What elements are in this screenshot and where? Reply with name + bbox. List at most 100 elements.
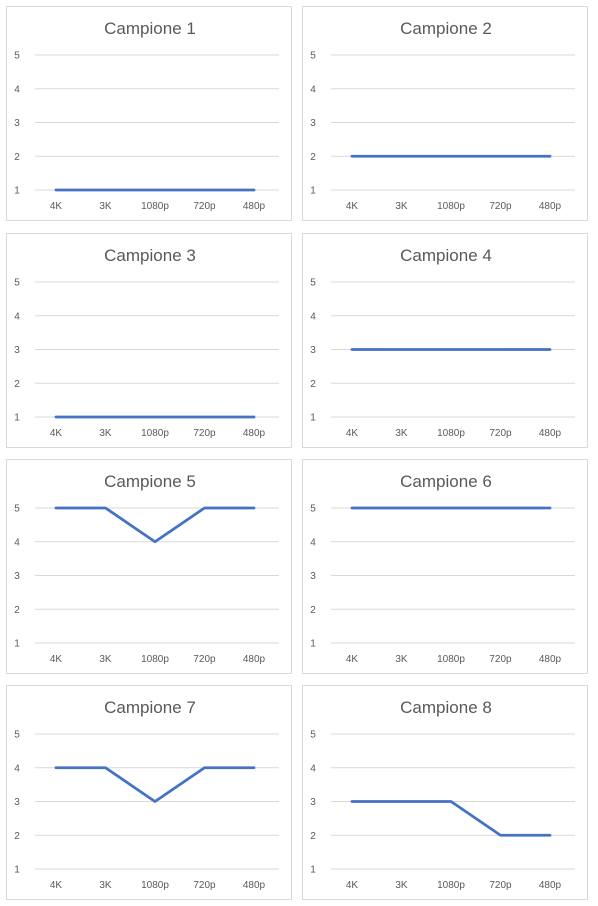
x-tick-label: 480p	[243, 428, 266, 439]
y-tick-label: 3	[14, 345, 20, 356]
x-tick-label: 3K	[99, 201, 112, 212]
line-chart: Campione 5 1 2 3 4 5 4K 3K 1080p 720p 480p	[14, 472, 279, 665]
chart-panel: Campione 6 1 2 3 4 5 4K 3K 1080p 720p 480p	[302, 459, 588, 674]
line-chart: Campione 6 1 2 3 4 5 4K 3K 1080p 720p 480p	[310, 472, 575, 665]
line-chart: Campione 2 1 2 3 4 5 4K 3K 1080p 720p 480p	[310, 19, 575, 212]
chart-panel: Campione 1 1 2 3 4 5 4K 3K 1080p 720p 480p	[6, 6, 292, 221]
y-tick-label: 2	[310, 379, 316, 390]
chart-title: Campione 8	[400, 698, 492, 717]
y-tick-label: 1	[14, 413, 20, 424]
y-tick-label: 5	[14, 278, 20, 289]
y-tick-label: 2	[14, 831, 20, 842]
x-tick-label: 3K	[99, 654, 112, 665]
x-tick-label: 4K	[346, 880, 359, 891]
y-tick-label: 1	[310, 413, 316, 424]
x-tick-label: 4K	[346, 428, 359, 439]
chart-title: Campione 5	[104, 472, 196, 491]
x-tick-label: 3K	[395, 428, 408, 439]
y-tick-label: 4	[310, 311, 316, 322]
y-tick-label: 4	[14, 311, 20, 322]
line-chart: Campione 1 1 2 3 4 5 4K 3K 1080p 720p 480p	[14, 19, 279, 212]
x-tick-label: 3K	[395, 654, 408, 665]
y-tick-label: 3	[310, 118, 316, 129]
y-tick-label: 5	[14, 51, 20, 62]
y-tick-label: 2	[310, 831, 316, 842]
x-tick-label: 720p	[489, 428, 512, 439]
y-tick-label: 5	[14, 504, 20, 515]
x-tick-label: 3K	[395, 880, 408, 891]
y-tick-label: 2	[310, 605, 316, 616]
x-tick-label: 480p	[539, 880, 562, 891]
x-tick-label: 1080p	[437, 428, 465, 439]
series-line	[54, 506, 256, 544]
y-tick-label: 4	[310, 84, 316, 95]
y-tick-label: 1	[310, 865, 316, 876]
x-tick-label: 720p	[193, 880, 216, 891]
y-tick-label: 2	[14, 605, 20, 616]
y-tick-label: 1	[14, 865, 20, 876]
x-tick-label: 4K	[50, 428, 63, 439]
line-chart: Campione 4 1 2 3 4 5 4K 3K 1080p 720p 480p	[310, 246, 575, 439]
y-tick-label: 4	[14, 763, 20, 774]
x-tick-label: 720p	[193, 654, 216, 665]
y-tick-label: 4	[310, 763, 316, 774]
chart-panel: Campione 2 1 2 3 4 5 4K 3K 1080p 720p 480p	[302, 6, 588, 221]
chart-title: Campione 3	[104, 246, 196, 265]
y-tick-label: 2	[14, 379, 20, 390]
x-tick-label: 3K	[99, 880, 112, 891]
y-tick-label: 4	[14, 537, 20, 548]
x-tick-label: 720p	[489, 201, 512, 212]
x-tick-label: 1080p	[437, 654, 465, 665]
x-tick-label: 1080p	[141, 201, 169, 212]
series-line	[350, 800, 552, 837]
y-tick-label: 5	[310, 504, 316, 515]
x-tick-label: 4K	[346, 201, 359, 212]
y-tick-label: 3	[310, 797, 316, 808]
chart-panel: Campione 3 1 2 3 4 5 4K 3K 1080p 720p 480p	[6, 233, 292, 448]
y-tick-label: 1	[310, 639, 316, 650]
chart-panel: Campione 7 1 2 3 4 5 4K 3K 1080p 720p 480p	[6, 685, 292, 900]
chart-title: Campione 7	[104, 698, 196, 717]
series-line	[54, 766, 256, 803]
x-tick-label: 1080p	[141, 428, 169, 439]
x-tick-label: 480p	[539, 201, 562, 212]
y-tick-label: 3	[310, 571, 316, 582]
y-tick-label: 1	[14, 186, 20, 197]
x-tick-label: 1080p	[437, 201, 465, 212]
x-tick-label: 4K	[50, 880, 63, 891]
y-tick-label: 4	[310, 537, 316, 548]
chart-title: Campione 1	[104, 19, 196, 38]
y-tick-label: 2	[14, 152, 20, 163]
y-tick-label: 5	[310, 278, 316, 289]
x-tick-label: 4K	[346, 654, 359, 665]
y-tick-label: 3	[310, 345, 316, 356]
y-tick-label: 3	[14, 797, 20, 808]
y-tick-label: 4	[14, 84, 20, 95]
y-tick-label: 5	[310, 51, 316, 62]
x-tick-label: 480p	[243, 880, 266, 891]
x-tick-label: 1080p	[141, 654, 169, 665]
y-tick-label: 3	[14, 571, 20, 582]
chart-panel: Campione 5 1 2 3 4 5 4K 3K 1080p 720p 480p	[6, 459, 292, 674]
x-tick-label: 3K	[395, 201, 408, 212]
x-tick-label: 4K	[50, 201, 63, 212]
x-tick-label: 720p	[193, 428, 216, 439]
line-chart: Campione 3 1 2 3 4 5 4K 3K 1080p 720p 480p	[14, 246, 279, 439]
y-tick-label: 1	[14, 639, 20, 650]
y-tick-label: 1	[310, 186, 316, 197]
x-tick-label: 720p	[489, 880, 512, 891]
x-tick-label: 480p	[539, 428, 562, 439]
y-tick-label: 2	[310, 152, 316, 163]
x-tick-label: 480p	[243, 201, 266, 212]
x-tick-label: 3K	[99, 428, 112, 439]
x-tick-label: 4K	[50, 654, 63, 665]
chart-panel: Campione 4 1 2 3 4 5 4K 3K 1080p 720p 480p	[302, 233, 588, 448]
line-chart: Campione 7 1 2 3 4 5 4K 3K 1080p 720p 480p	[14, 698, 279, 891]
x-tick-label: 480p	[539, 654, 562, 665]
line-chart: Campione 8 1 2 3 4 5 4K 3K 1080p 720p 480p	[310, 698, 575, 891]
chart-panel: Campione 8 1 2 3 4 5 4K 3K 1080p 720p 480p	[302, 685, 588, 900]
x-tick-label: 1080p	[437, 880, 465, 891]
x-tick-label: 1080p	[141, 880, 169, 891]
chart-title: Campione 2	[400, 19, 492, 38]
